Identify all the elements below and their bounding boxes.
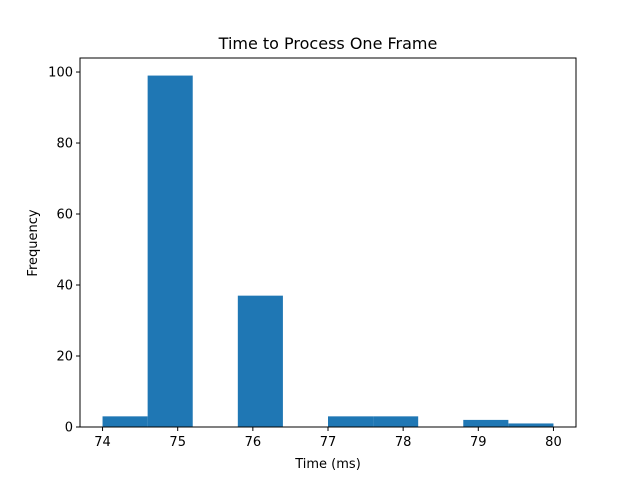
x-tick-label: 76	[245, 435, 262, 450]
y-tick-label: 0	[65, 421, 73, 436]
x-tick-label: 77	[320, 435, 337, 450]
x-tick-label: 79	[470, 435, 487, 450]
y-tick-label: 100	[48, 66, 73, 81]
bar	[508, 423, 554, 427]
bar	[373, 416, 419, 427]
bar	[328, 416, 374, 427]
x-tick-label: 74	[94, 435, 111, 450]
y-axis-label: Frequency	[26, 209, 41, 276]
bar	[463, 419, 509, 427]
chart-title: Time to Process One Frame	[218, 34, 438, 53]
y-tick-label: 40	[56, 279, 73, 294]
x-tick-label: 80	[545, 435, 562, 450]
y-tick-label: 60	[56, 208, 73, 223]
y-tick-label: 20	[56, 350, 73, 365]
x-tick-label: 75	[169, 435, 186, 450]
bar	[237, 295, 283, 427]
plot-frame	[79, 57, 577, 428]
x-axis-label: Time (ms)	[294, 457, 361, 472]
bar	[102, 416, 148, 427]
x-tick-label: 78	[395, 435, 412, 450]
bar	[147, 75, 193, 428]
y-tick-label: 80	[56, 137, 73, 152]
